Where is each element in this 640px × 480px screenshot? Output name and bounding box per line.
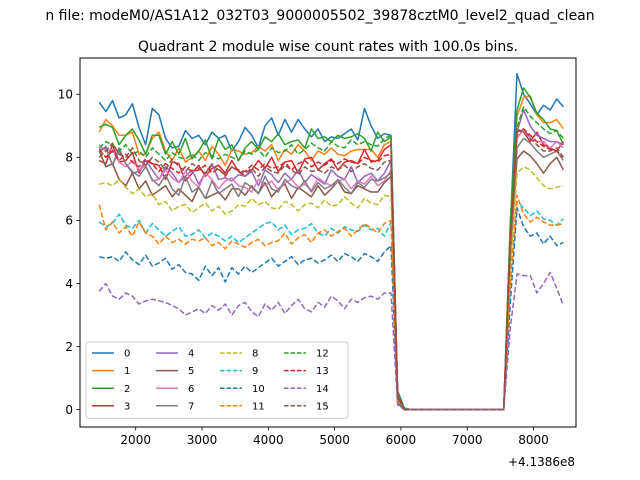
- series-line-12: [98, 106, 564, 411]
- legend-label-0: 0: [124, 349, 130, 360]
- series-line-14: [98, 271, 565, 411]
- legend-label-10: 10: [252, 384, 265, 395]
- legend-label-4: 4: [188, 349, 194, 360]
- legend-label-5: 5: [188, 366, 194, 377]
- y-tick-label-4: 4: [65, 277, 73, 291]
- legend-label-3: 3: [124, 401, 130, 412]
- x-tick-label-4000: 4000: [253, 433, 284, 447]
- y-tick-label-0: 0: [65, 403, 73, 417]
- x-tick-label-3000: 3000: [187, 433, 218, 447]
- legend-label-12: 12: [316, 349, 329, 360]
- legend-label-2: 2: [124, 384, 130, 395]
- chart-title: Quadrant 2 module wise count rates with …: [138, 39, 518, 55]
- y-tick-label-10: 10: [58, 88, 73, 102]
- legend-label-8: 8: [252, 349, 258, 360]
- legend-label-15: 15: [316, 401, 329, 412]
- series-line-13: [98, 128, 564, 411]
- x-tick-label-6000: 6000: [386, 433, 417, 447]
- legend-label-14: 14: [316, 384, 329, 395]
- series-line-11: [98, 194, 564, 411]
- series-lines: [98, 73, 565, 411]
- series-line-9: [98, 200, 564, 411]
- x-tick-label-7000: 7000: [452, 433, 483, 447]
- legend-label-1: 1: [124, 366, 130, 377]
- legend-label-7: 7: [188, 401, 194, 412]
- y-axis: 0 2 4 6 8 10: [58, 88, 80, 417]
- legend-label-11: 11: [252, 401, 265, 412]
- x-axis: 2000 3000 4000 5000 6000 7000 8000: [120, 427, 549, 447]
- legend-label-9: 9: [252, 366, 258, 377]
- legend-box: [85, 341, 349, 419]
- x-offset-label: +4.1386e8: [508, 455, 575, 469]
- x-tick-label-8000: 8000: [518, 433, 549, 447]
- y-tick-label-2: 2: [65, 340, 73, 354]
- legend-label-13: 13: [316, 366, 329, 377]
- axes-frame: [79, 57, 577, 428]
- figure-suptitle: n file: modeM0/AS1A12_032T03_9000005502_…: [45, 8, 594, 24]
- x-tick-label-2000: 2000: [120, 433, 151, 447]
- legend-label-6: 6: [188, 384, 194, 395]
- series-line-15: [98, 128, 565, 411]
- y-tick-label-6: 6: [65, 214, 73, 228]
- y-tick-label-8: 8: [65, 151, 73, 165]
- x-tick-label-5000: 5000: [319, 433, 350, 447]
